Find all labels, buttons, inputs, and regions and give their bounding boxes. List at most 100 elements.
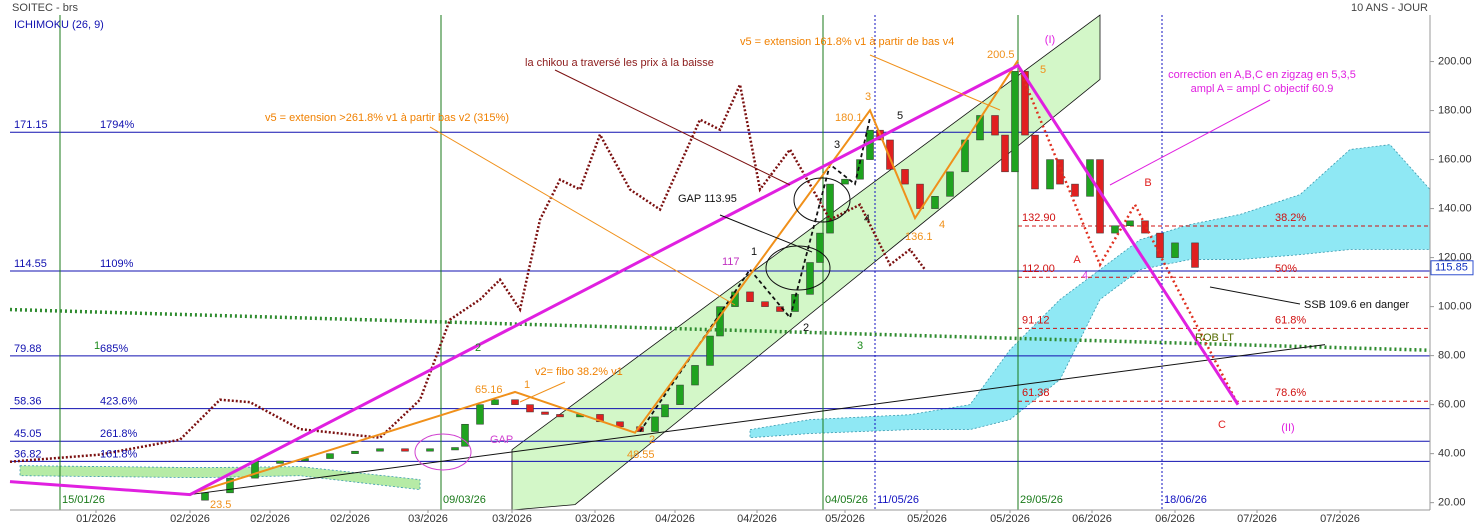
x-tick-label: 03/2026	[492, 513, 532, 525]
wave-label: 2	[803, 322, 809, 334]
level-percent: 1109%	[100, 258, 134, 270]
indicator-label: ICHIMOKU (26, 9)	[14, 19, 104, 31]
candle	[761, 301, 769, 307]
wave-value: 180.1	[835, 112, 863, 124]
candle	[491, 399, 499, 405]
candle	[826, 183, 834, 234]
candle	[476, 404, 484, 425]
arrow	[1109, 99, 1271, 186]
candle	[706, 335, 714, 366]
candle	[856, 159, 864, 180]
wave-line	[639, 117, 871, 433]
fib-percent: 50%	[1275, 263, 1297, 275]
level-percent: 261.8%	[100, 428, 138, 440]
price-box	[1430, 260, 1474, 276]
arrow	[429, 126, 736, 306]
candle	[201, 492, 209, 501]
candle	[661, 404, 669, 418]
y-tick-label: 200.00	[1438, 55, 1472, 67]
date-label: 18/06/26	[1164, 494, 1207, 506]
level-value: 58.36	[14, 396, 42, 408]
decorations	[414, 54, 1301, 471]
fib-value: 91.12	[1022, 314, 1050, 326]
under-layer	[10, 14, 1434, 513]
arrow	[719, 214, 813, 253]
date-label: 11/05/26	[877, 494, 919, 506]
annotation: ampl A = ampl C objectif 60.9	[1191, 83, 1334, 95]
candle	[1001, 134, 1009, 173]
wave-label: 5	[1040, 64, 1046, 76]
annotation: v5 = extension 161.8% v1 à partir de bas…	[740, 36, 954, 48]
date-label: 15/01/26	[62, 494, 105, 506]
candle	[1111, 225, 1119, 234]
candle	[1056, 159, 1064, 185]
arrow	[869, 54, 1001, 111]
wave-value: 65.16	[475, 384, 503, 396]
x-tick-label: 07/2026	[1320, 513, 1360, 525]
candle	[991, 115, 999, 136]
annotation: SSB 109.6 en danger	[1304, 299, 1410, 311]
x-tick-label: 03/2026	[575, 513, 615, 525]
wave-label: A	[1073, 254, 1081, 266]
candle	[1126, 220, 1134, 226]
level-percent: 423.6%	[100, 396, 138, 408]
candle	[526, 404, 534, 413]
header-title: SOITEC - brs	[12, 2, 79, 14]
wave-value: 48.55	[627, 449, 655, 461]
mid-layer	[9, 59, 1431, 501]
fib-value: 61.38	[1022, 387, 1050, 399]
arrow	[1209, 286, 1301, 305]
level-percent: 685%	[100, 343, 128, 355]
candle	[916, 183, 924, 209]
wave-label: 1	[94, 340, 100, 352]
candle	[806, 262, 814, 295]
level-value: 171.15	[14, 119, 48, 131]
wave-label: 5	[897, 110, 903, 122]
arrow	[554, 69, 791, 186]
wave-label: 1	[524, 379, 530, 391]
candle	[791, 294, 799, 312]
wave-label: 4	[864, 213, 870, 225]
wave-value: 136.1	[905, 231, 933, 243]
annotation: v5 = extension >261.8% v1 à partir bas v…	[265, 112, 509, 124]
x-tick-label: 03/2026	[408, 513, 448, 525]
candle	[426, 448, 434, 452]
fib-value: 132.90	[1022, 212, 1056, 224]
wave-label: 4	[1082, 270, 1088, 282]
header-period: 10 ANS - JOUR	[1351, 2, 1428, 14]
candle	[901, 169, 909, 185]
annotation: GAP	[490, 434, 513, 446]
annotation: GAP 113.95	[678, 193, 737, 205]
wave-value: 23.5	[210, 499, 231, 511]
wave-value: 200.5	[987, 49, 1015, 61]
candle	[226, 477, 234, 494]
x-tick-label: 02/2026	[170, 513, 210, 525]
date-label: 09/03/26	[443, 494, 486, 506]
annotation: ROB LT	[1195, 332, 1234, 344]
wave-line	[9, 307, 1431, 352]
level-value: 36.82	[14, 448, 42, 460]
wave-label: 3	[865, 91, 871, 103]
level-value: 45.05	[14, 428, 42, 440]
candle	[746, 291, 754, 302]
x-tick-label: 05/2026	[990, 513, 1030, 525]
wave-label: (II)	[1281, 422, 1294, 434]
wave-label: B	[1144, 177, 1151, 189]
candle	[1171, 242, 1179, 258]
wave-label: 2	[649, 434, 655, 446]
y-tick-label: 160.00	[1438, 153, 1472, 165]
wave-line	[189, 59, 1019, 496]
y-tick-label: 40.00	[1438, 448, 1466, 460]
level-percent: 161.8%	[100, 448, 138, 460]
x-tick-label: 07/2026	[1237, 513, 1277, 525]
candle	[931, 196, 939, 209]
annotation: la chikou a traversé les prix à la baiss…	[525, 57, 714, 69]
candle	[556, 414, 564, 418]
price-label: 115.85	[1435, 262, 1468, 274]
candle	[326, 453, 334, 459]
candle	[376, 448, 384, 452]
wave-label: 4	[939, 219, 945, 231]
